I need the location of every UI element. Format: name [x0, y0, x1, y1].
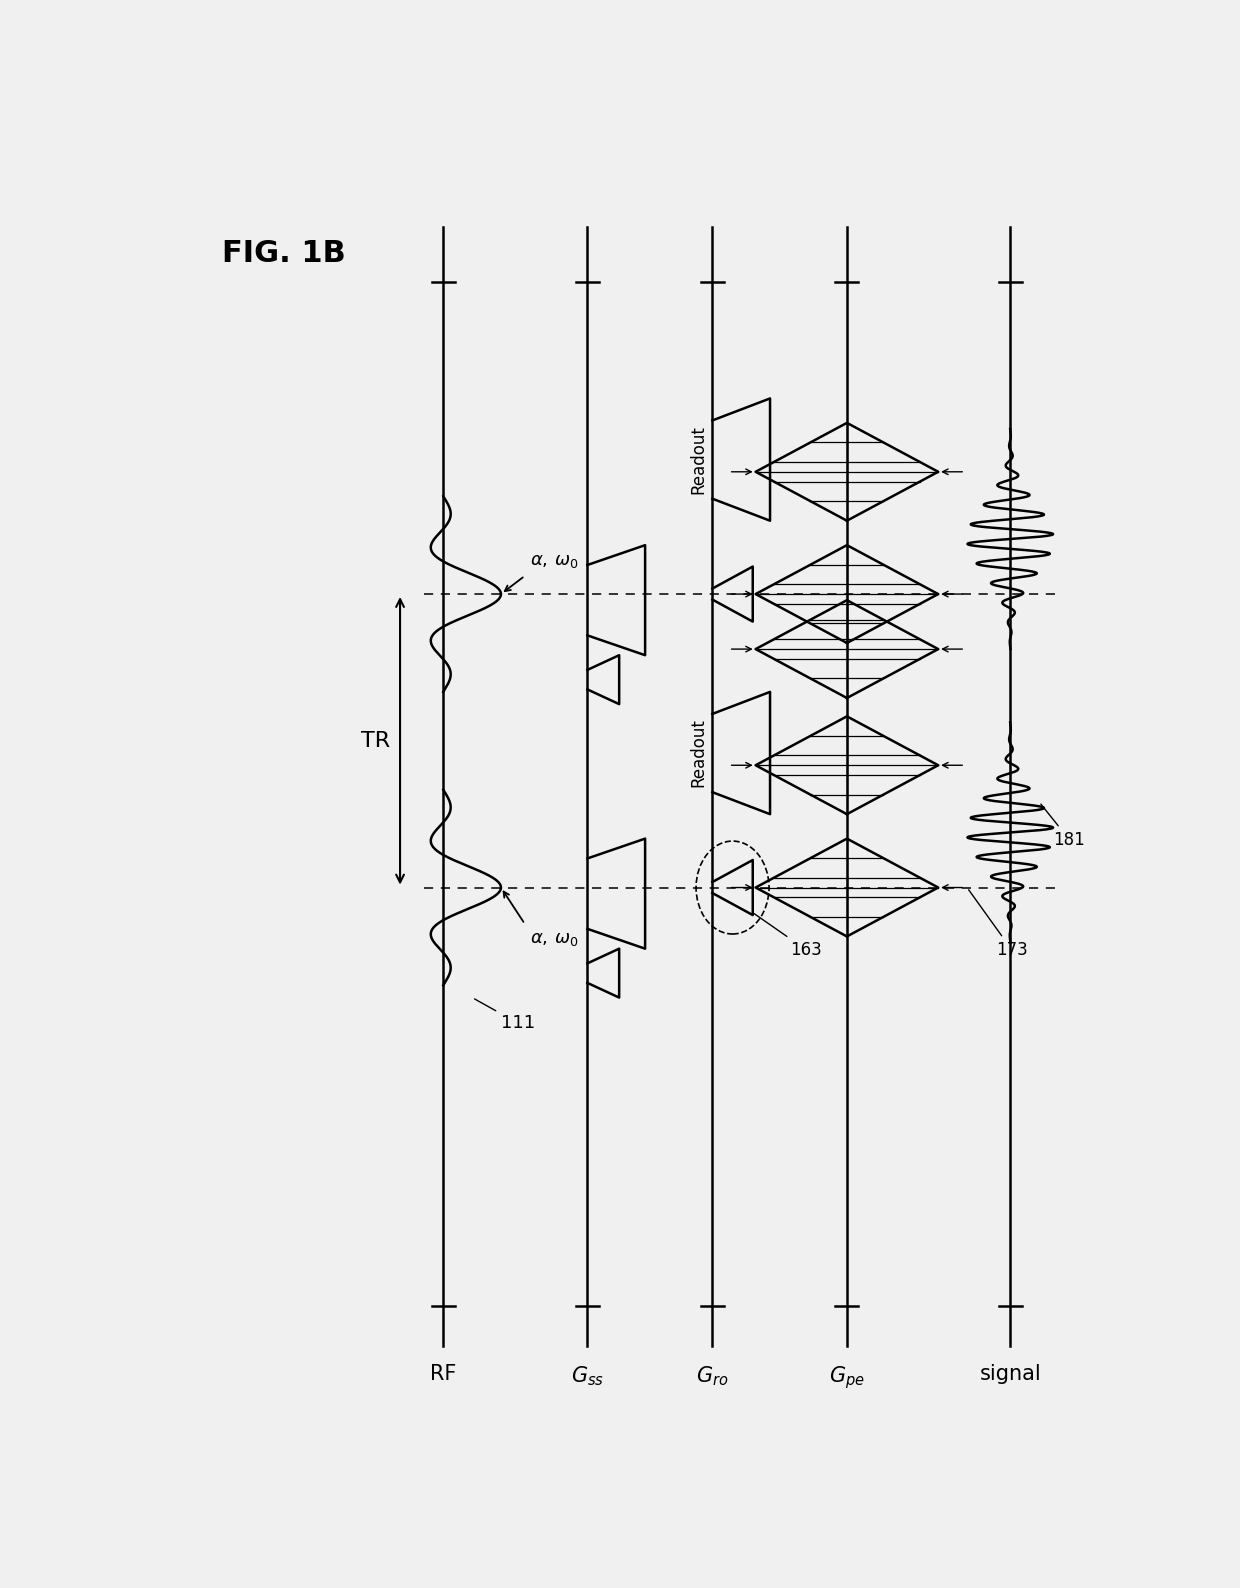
Text: 181: 181 — [1040, 804, 1085, 848]
Text: FIG. 1B: FIG. 1B — [222, 240, 346, 268]
Text: $G_{ro}$: $G_{ro}$ — [696, 1364, 729, 1388]
Text: Readout: Readout — [689, 426, 708, 494]
Text: 111: 111 — [475, 999, 536, 1032]
Text: TR: TR — [361, 730, 391, 751]
Text: $G_{ss}$: $G_{ss}$ — [570, 1364, 604, 1388]
Text: $\alpha,\,\omega_0$: $\alpha,\,\omega_0$ — [529, 931, 578, 948]
Text: 173: 173 — [968, 889, 1028, 959]
Text: signal: signal — [980, 1364, 1042, 1385]
Text: RF: RF — [430, 1364, 456, 1385]
Text: $\alpha,\,\omega_0$: $\alpha,\,\omega_0$ — [529, 551, 578, 570]
Text: $G_{pe}$: $G_{pe}$ — [830, 1364, 864, 1391]
Text: 163: 163 — [754, 913, 822, 959]
Text: Readout: Readout — [689, 719, 708, 788]
